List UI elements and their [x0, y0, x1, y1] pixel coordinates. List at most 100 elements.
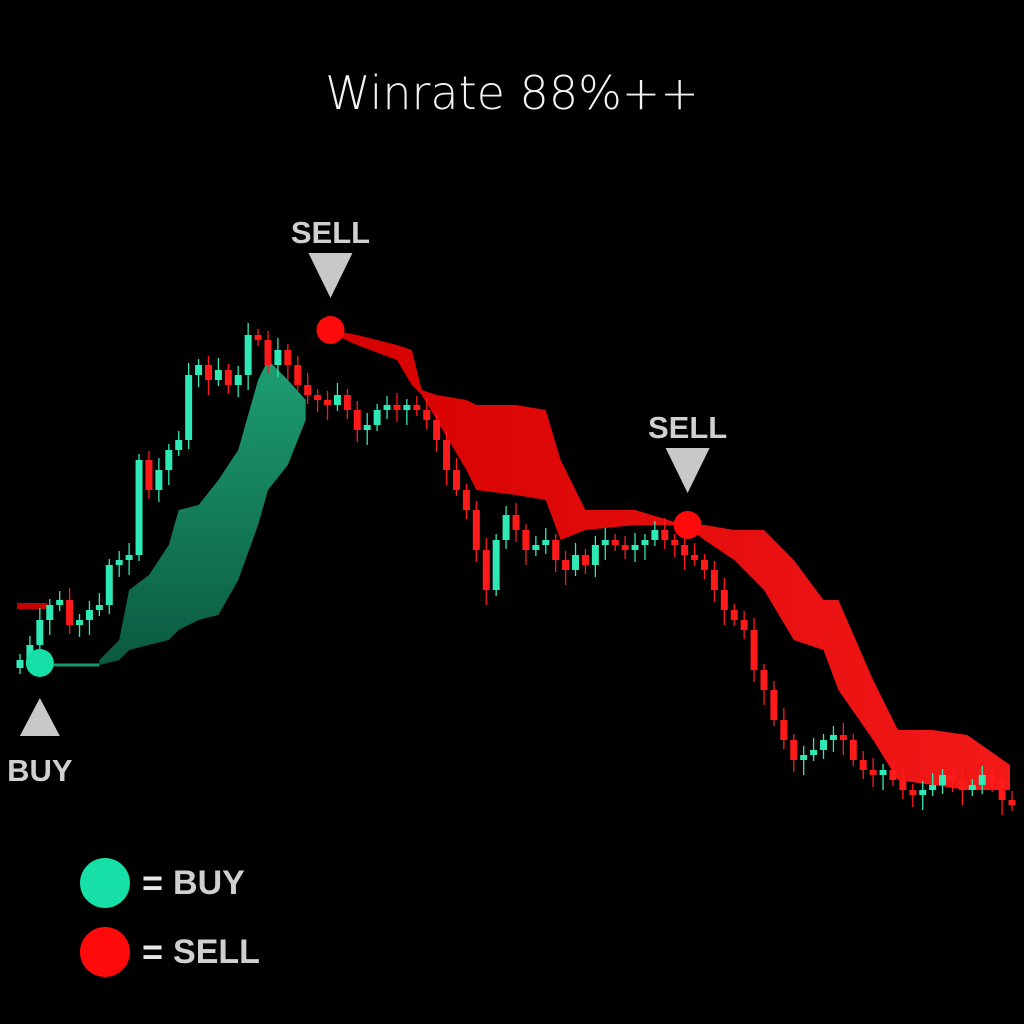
candle-body — [869, 770, 877, 775]
legend-sell-label: SELL — [173, 932, 260, 971]
candle-body — [661, 530, 669, 540]
buy-label: BUY — [7, 753, 73, 788]
candle-body — [482, 550, 490, 590]
candle — [462, 484, 470, 519]
candle — [800, 746, 808, 775]
candle — [433, 414, 441, 452]
legend-sell: = SELL — [80, 927, 260, 977]
candle — [56, 591, 64, 611]
candle — [383, 396, 391, 419]
candle — [968, 779, 976, 796]
candle-body — [988, 775, 996, 780]
candle-body — [76, 620, 84, 625]
legend-equals: = — [142, 931, 164, 972]
candle — [165, 444, 173, 485]
candle — [105, 559, 113, 614]
candle-body — [502, 515, 510, 540]
candle — [244, 323, 252, 390]
up-arrow-icon — [19, 698, 60, 736]
candle — [304, 373, 312, 404]
candle-body — [760, 670, 768, 690]
candle-body — [36, 620, 44, 645]
candle-body — [691, 555, 699, 560]
candle-body — [780, 720, 788, 740]
candle — [46, 599, 54, 635]
candle — [581, 549, 589, 574]
candle-body — [472, 510, 480, 550]
candle-body — [740, 620, 748, 630]
candle — [254, 329, 262, 346]
sell-dot-icon — [316, 316, 345, 344]
candle — [195, 359, 203, 387]
candle — [204, 356, 212, 395]
candle — [472, 501, 480, 562]
buy-dot-icon — [25, 649, 54, 677]
candle — [700, 554, 708, 579]
candle-body — [790, 740, 798, 760]
candle — [651, 521, 659, 546]
candle-body — [294, 365, 302, 385]
candle — [234, 366, 242, 397]
candle-body — [145, 460, 153, 490]
candle — [691, 543, 699, 566]
candle-body — [165, 450, 173, 470]
candle — [919, 781, 927, 810]
candle-body — [909, 790, 917, 795]
candle — [820, 734, 828, 759]
candle — [284, 344, 292, 380]
candle-body — [85, 610, 93, 620]
bear-cloud — [330, 330, 1011, 790]
candle — [373, 404, 381, 431]
sell-signal: SELL — [291, 215, 370, 344]
candle — [909, 784, 917, 807]
candle — [988, 763, 996, 792]
candle — [601, 528, 609, 560]
legend-buy-label: BUY — [173, 863, 245, 902]
candle-body — [492, 540, 500, 590]
candle-body — [542, 540, 550, 545]
candle-body — [671, 540, 679, 545]
candle-body — [839, 735, 847, 740]
clouds — [17, 330, 1011, 790]
candle-body — [185, 375, 193, 440]
sell-dot-icon — [673, 511, 702, 539]
candle — [145, 451, 153, 499]
candle-body — [284, 350, 292, 365]
candle-body — [224, 370, 232, 385]
candle-body — [155, 470, 163, 490]
candle-body — [56, 600, 64, 605]
candle-body — [105, 565, 113, 605]
candle-body — [710, 570, 718, 590]
candle — [343, 389, 351, 419]
candle-body — [383, 405, 391, 410]
candle-body — [958, 780, 966, 790]
candle-body — [532, 545, 540, 550]
legend-equals: = — [142, 862, 164, 903]
candle-body — [353, 410, 361, 430]
candle-body — [264, 340, 272, 365]
candle — [661, 518, 669, 549]
candle-body — [333, 395, 341, 405]
candle — [710, 561, 718, 602]
candle — [264, 331, 272, 374]
candle — [889, 761, 897, 786]
candle-body — [512, 515, 520, 530]
candle — [502, 506, 510, 549]
candle-body — [443, 440, 451, 470]
candle-body — [820, 740, 828, 750]
candle-body — [393, 405, 401, 410]
candle-body — [968, 785, 976, 790]
candle-body — [135, 460, 143, 555]
candle — [939, 769, 947, 794]
candle-body — [522, 530, 530, 550]
candle-body — [363, 425, 371, 430]
candle-body — [46, 605, 54, 620]
legend-buy: = BUY — [80, 858, 245, 908]
candle — [492, 534, 500, 596]
candle-body — [195, 365, 203, 375]
candle-body — [452, 470, 460, 490]
candle — [641, 534, 649, 560]
candle — [403, 399, 411, 425]
candle — [324, 391, 332, 420]
